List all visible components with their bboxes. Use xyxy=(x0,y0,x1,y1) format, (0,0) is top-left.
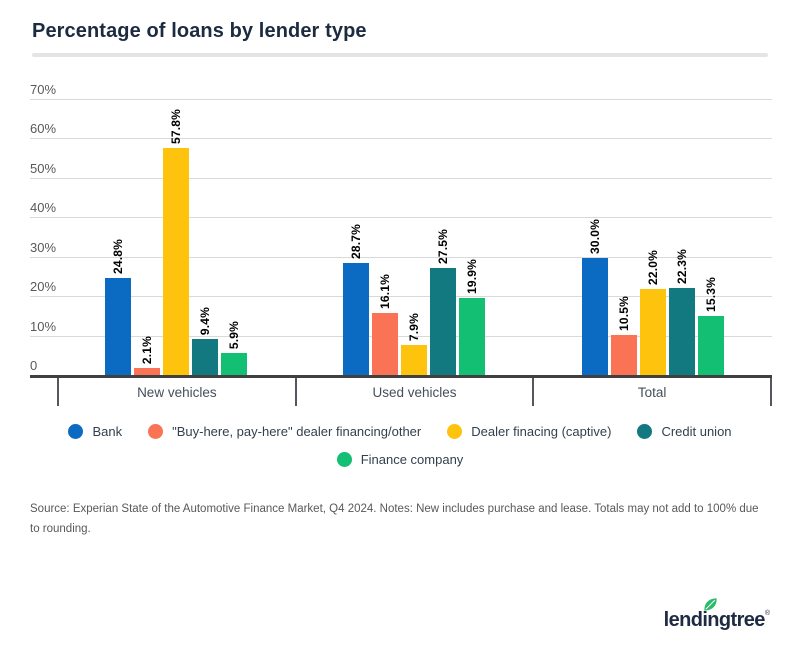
y-axis-tick-label: 0 xyxy=(30,358,38,373)
category-axis: New vehicles Used vehicles Total xyxy=(57,378,772,406)
bar: 22.0% xyxy=(639,250,666,376)
category-cell: Used vehicles xyxy=(294,378,533,406)
title-divider xyxy=(32,53,768,57)
bar: 30.0% xyxy=(581,219,608,376)
bar: 27.5% xyxy=(430,229,457,376)
bar-value-label: 19.9% xyxy=(465,258,480,294)
category-cell: New vehicles xyxy=(57,378,295,406)
bar-value-label-wrap: 10.5% xyxy=(611,296,637,331)
chart-legend: Bank "Buy-here, pay-here" dealer financin… xyxy=(30,424,770,467)
bar: 28.7% xyxy=(343,224,370,376)
bar: 2.1% xyxy=(134,336,161,376)
bar-value-label-wrap: 22.3% xyxy=(669,249,695,284)
bar-group: 30.0% 10.5% 22.0% 22.3% 15.3% xyxy=(534,100,772,376)
bar-value-label-wrap: 19.9% xyxy=(459,259,485,294)
legend-swatch xyxy=(637,424,653,439)
bar-value-label-wrap: 7.9% xyxy=(401,313,427,341)
gridline xyxy=(30,217,772,219)
gridline xyxy=(30,138,772,140)
bar-value-label-wrap: 28.7% xyxy=(343,224,369,259)
bar-value-label: 57.8% xyxy=(169,109,184,145)
y-axis-tick-label: 10% xyxy=(30,318,57,334)
bar-value-label-wrap: 2.1% xyxy=(134,336,160,364)
legend-item: Dealer finacing (captive) xyxy=(447,424,611,439)
legend-label: Credit union xyxy=(661,424,732,439)
bar-value-label: 27.5% xyxy=(436,228,451,264)
bar-group: 28.7% 16.1% 7.9% 27.5% 19.9% xyxy=(295,100,533,376)
legend-label: Dealer finacing (captive) xyxy=(471,424,612,439)
category-label: New vehicles xyxy=(137,384,217,400)
y-axis-tick-label: 70% xyxy=(30,82,57,97)
source-note: Source: Experian State of the Automotive… xyxy=(30,503,759,535)
bar-value-label: 24.8% xyxy=(111,239,126,275)
bar-value-label-wrap: 22.0% xyxy=(640,250,666,285)
bar-value-label: 5.9% xyxy=(227,320,242,349)
bar: 10.5% xyxy=(610,296,637,376)
category-label: Total xyxy=(637,384,667,400)
bar: 22.3% xyxy=(668,249,695,376)
bar-value-label-wrap: 9.4% xyxy=(192,307,218,335)
bar: 9.4% xyxy=(192,307,219,376)
gridline xyxy=(30,335,772,337)
logo-wordmark: lendingtree xyxy=(663,598,766,631)
bar-value-label: 28.7% xyxy=(349,223,364,259)
gridline xyxy=(30,177,772,179)
bar-value-label: 22.0% xyxy=(645,250,660,286)
bar: 5.9% xyxy=(221,321,248,376)
legend-swatch xyxy=(68,424,84,439)
x-axis-baseline xyxy=(30,375,772,378)
legend-swatch xyxy=(447,424,463,439)
bar-value-label: 7.9% xyxy=(407,312,422,341)
legend-label: Finance company xyxy=(360,452,464,467)
legend-swatch xyxy=(336,452,352,467)
y-axis-tick-label: 60% xyxy=(30,121,57,137)
bar: 16.1% xyxy=(372,274,399,376)
bar: 15.3% xyxy=(697,277,724,376)
legend-item: Credit union xyxy=(637,424,732,439)
bar-value-label: 10.5% xyxy=(616,295,631,331)
lendingtree-logo: lendingtree ® xyxy=(663,598,770,631)
gridline xyxy=(30,296,772,298)
bar: 57.8% xyxy=(163,109,190,376)
legend-item: "Buy-here, pay-here" dealer financing/ot… xyxy=(148,424,421,439)
bar-value-label: 9.4% xyxy=(198,306,213,335)
category-cell: Total xyxy=(532,378,770,406)
bar: 24.8% xyxy=(105,239,132,376)
bar-value-label: 30.0% xyxy=(587,218,602,254)
bar: 7.9% xyxy=(401,313,428,376)
legend-item: Finance company xyxy=(336,452,464,467)
bar-value-label: 16.1% xyxy=(378,273,393,309)
y-axis-tick-label: 40% xyxy=(30,200,57,216)
logo-text: lendingtree xyxy=(663,609,766,631)
legend-label: "Buy-here, pay-here" dealer financing/ot… xyxy=(172,424,422,439)
bar-groups-container: 24.8% 2.1% 57.8% 9.4% 5.9% 28.7% 16.1% 7.9% 27.5… xyxy=(57,100,772,376)
gridline xyxy=(30,256,772,258)
bar-value-label-wrap: 16.1% xyxy=(372,274,398,309)
bar-value-label: 22.3% xyxy=(674,249,689,285)
bar-value-label-wrap: 30.0% xyxy=(582,219,608,254)
legend-item: Bank xyxy=(68,424,122,439)
bar-value-label-wrap: 57.8% xyxy=(163,109,189,144)
y-axis-tick-label: 30% xyxy=(30,239,57,255)
category-label: Used vehicles xyxy=(372,384,457,400)
legend-swatch xyxy=(148,424,164,439)
page-title: Percentage of loans by lender type xyxy=(32,20,367,42)
chart-plot-area: 24.8% 2.1% 57.8% 9.4% 5.9% 28.7% 16.1% 7.9% 27.5… xyxy=(30,83,772,378)
y-axis-tick-label: 20% xyxy=(30,279,57,295)
bar-value-label-wrap: 24.8% xyxy=(105,239,131,274)
legend-label: Bank xyxy=(92,424,123,439)
bar-value-label: 2.1% xyxy=(140,335,155,364)
bar-value-label-wrap: 27.5% xyxy=(430,229,456,264)
bar-group: 24.8% 2.1% 57.8% 9.4% 5.9% xyxy=(57,100,295,376)
registered-mark: ® xyxy=(764,610,770,617)
leaf-icon xyxy=(703,598,717,611)
bar: 19.9% xyxy=(459,259,486,376)
bar-value-label: 15.3% xyxy=(703,276,718,312)
gridline xyxy=(30,99,772,100)
y-axis-tick-label: 50% xyxy=(30,160,57,176)
bar-value-label-wrap: 15.3% xyxy=(698,277,724,312)
bar-value-label-wrap: 5.9% xyxy=(221,321,247,349)
